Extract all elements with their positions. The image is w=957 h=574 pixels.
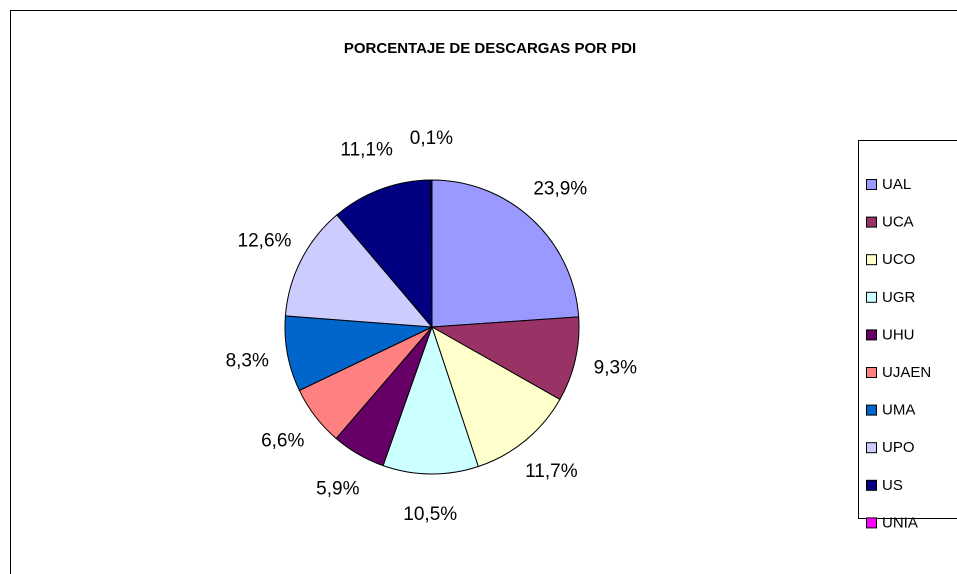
legend-swatch — [866, 329, 877, 341]
data-label: 6,6% — [261, 430, 304, 451]
data-label: 8,3% — [226, 351, 269, 372]
pie-slice — [431, 179, 580, 328]
data-label: 11,7% — [525, 461, 578, 482]
data-label: 23,9% — [533, 179, 587, 200]
legend-label: UMA — [882, 402, 915, 419]
data-label: 11,1% — [340, 140, 393, 161]
legend-swatch — [866, 442, 877, 454]
chart-title: PORCENTAJE DE DESCARGAS POR PDI — [344, 40, 636, 57]
pie-slice — [430, 316, 580, 401]
legend-label: UGR — [882, 289, 916, 306]
legend-swatch — [866, 367, 877, 378]
data-label: 12,6% — [238, 231, 292, 252]
legend-label: UCA — [882, 214, 914, 231]
legend-label: UNIA — [882, 514, 918, 531]
legend-label: UPO — [882, 439, 915, 456]
legend-swatch — [866, 517, 877, 529]
legend-swatch — [866, 254, 877, 266]
pie-slice — [336, 179, 433, 329]
data-label: 0,1% — [410, 128, 453, 149]
legend-swatch — [866, 179, 877, 190]
legend-label: UHU — [882, 326, 915, 343]
legend-label: UCO — [882, 251, 915, 268]
legend-swatch — [866, 404, 877, 416]
data-label: 5,9% — [316, 479, 359, 500]
legend-label: US — [882, 477, 903, 494]
pie-slice — [284, 214, 434, 328]
legend-swatch — [866, 479, 877, 491]
data-label: 9,3% — [594, 358, 637, 379]
pie-slice — [431, 325, 561, 468]
legend-swatch — [866, 216, 877, 228]
pie-slice — [430, 179, 433, 328]
data-label: 10,5% — [403, 504, 457, 525]
legend-label: UAL — [882, 176, 911, 193]
pie-slice — [382, 325, 479, 475]
legend-label: UJAEN — [882, 364, 931, 381]
legend-swatch — [866, 291, 877, 303]
